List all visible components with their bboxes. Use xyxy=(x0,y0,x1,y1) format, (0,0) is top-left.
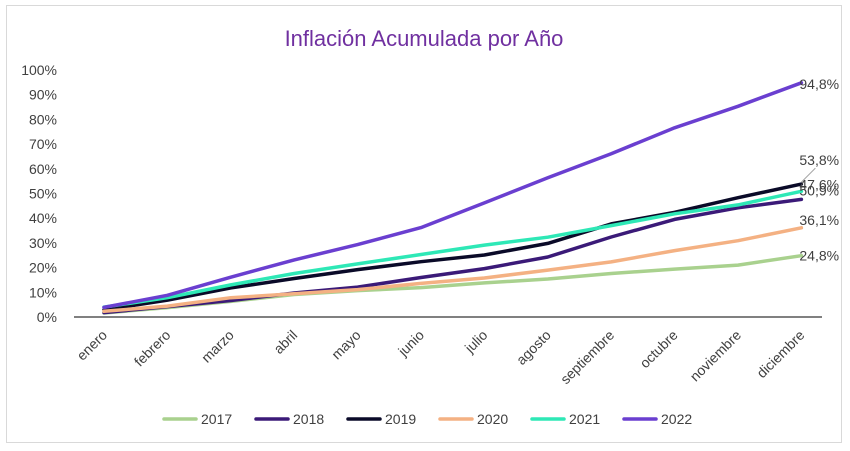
legend-item-2020: 2020 xyxy=(438,411,508,427)
x-tick-label: noviembre xyxy=(687,327,745,385)
x-tick-label: octubre xyxy=(636,327,680,371)
legend: 2017 2018 2019 2020 2021 2022 xyxy=(162,411,692,427)
series-line-2022 xyxy=(102,81,804,310)
legend-label: 2020 xyxy=(477,411,508,427)
y-tick-label: 80% xyxy=(29,111,57,127)
data-label-leader-line xyxy=(801,167,816,183)
legend-label: 2019 xyxy=(385,411,416,427)
series-layer xyxy=(102,81,804,315)
x-tick-label: febrero xyxy=(131,327,174,370)
y-tick-label: 60% xyxy=(29,161,57,177)
legend-label: 2018 xyxy=(293,411,324,427)
x-tick-label: agosto xyxy=(513,327,554,368)
legend-item-2017: 2017 xyxy=(162,411,232,427)
x-tick-label: diciembre xyxy=(753,327,807,381)
data-label-2021: 50,9% xyxy=(799,182,839,198)
legend-label: 2021 xyxy=(569,411,600,427)
x-tick-label: septiembre xyxy=(557,327,617,387)
y-tick-label: 90% xyxy=(29,87,57,103)
y-tick-label: 10% xyxy=(29,284,57,300)
data-label-2022: 94,8% xyxy=(799,76,839,92)
y-tick-label: 20% xyxy=(29,260,57,276)
data-label-2019: 53,8% xyxy=(799,152,839,168)
chart-frame xyxy=(6,5,842,443)
x-tick-label: abril xyxy=(270,327,300,357)
series-line-2020 xyxy=(102,226,804,314)
x-tick-label: mayo xyxy=(328,327,364,363)
y-tick-label: 30% xyxy=(29,235,57,251)
x-tick-label: julio xyxy=(461,327,491,357)
y-tick-label: 50% xyxy=(29,186,57,202)
x-tick-label: marzo xyxy=(198,327,237,366)
y-tick-label: 40% xyxy=(29,210,57,226)
data-labels-layer: 24,8% 47,6% 53,8% 36,1% 50,9% 94,8% xyxy=(799,76,839,264)
axes-layer: 0% 10% 20% 30% 40% 50% 60% 70% 80% 90% 100% enero fe… xyxy=(21,62,822,387)
x-tick-label: junio xyxy=(394,327,427,360)
chart-title: Inflación Acumulada por Año xyxy=(285,26,564,51)
x-tick-label: enero xyxy=(73,327,110,364)
y-tick-label: 0% xyxy=(37,309,57,325)
legend-item-2019: 2019 xyxy=(346,411,416,427)
legend-item-2021: 2021 xyxy=(530,411,600,427)
y-tick-label: 70% xyxy=(29,136,57,152)
legend-item-2018: 2018 xyxy=(254,411,324,427)
series-line-2018 xyxy=(102,197,804,315)
data-label-2020: 36,1% xyxy=(799,212,839,228)
y-tick-label: 100% xyxy=(21,62,57,78)
data-label-2017: 24,8% xyxy=(799,248,839,264)
series-line-2019 xyxy=(102,182,804,312)
series-line-2021 xyxy=(102,189,804,309)
legend-label: 2022 xyxy=(661,411,692,427)
legend-item-2022: 2022 xyxy=(622,411,692,427)
legend-label: 2017 xyxy=(201,411,232,427)
data-label-2018: 47,6% xyxy=(799,176,839,192)
